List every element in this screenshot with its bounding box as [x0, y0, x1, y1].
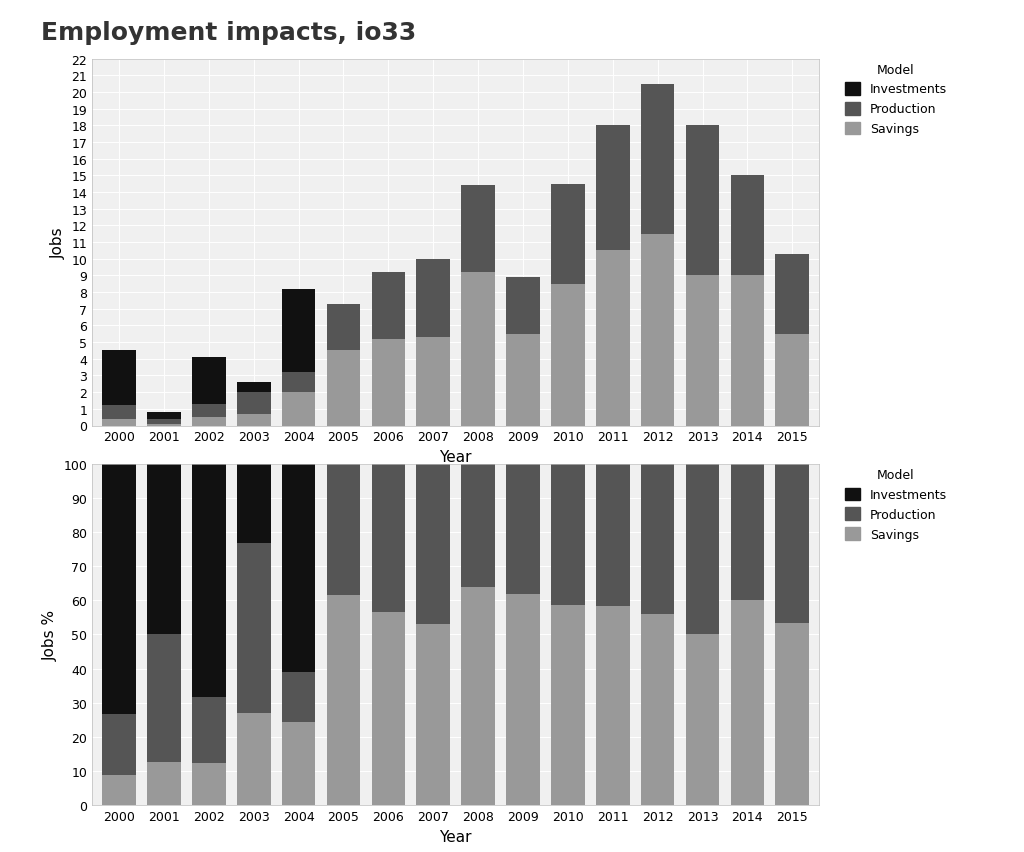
- Bar: [193, 358, 225, 405]
- Bar: [102, 419, 136, 426]
- Bar: [686, 635, 719, 805]
- Bar: [327, 464, 360, 595]
- Bar: [372, 273, 406, 339]
- Legend: Investments, Production, Savings: Investments, Production, Savings: [840, 59, 952, 141]
- Bar: [417, 464, 451, 625]
- Bar: [417, 260, 451, 337]
- Bar: [102, 351, 136, 406]
- Bar: [775, 255, 809, 335]
- Bar: [237, 383, 270, 393]
- Bar: [372, 339, 406, 426]
- Bar: [506, 278, 540, 335]
- Bar: [282, 393, 315, 426]
- Bar: [551, 464, 585, 606]
- Bar: [461, 187, 495, 273]
- Bar: [102, 774, 136, 805]
- Bar: [641, 464, 675, 614]
- Bar: [237, 464, 270, 543]
- Bar: [596, 464, 630, 607]
- Bar: [193, 763, 225, 805]
- Bar: [730, 176, 764, 276]
- X-axis label: Year: Year: [439, 828, 472, 843]
- Bar: [551, 185, 585, 285]
- Bar: [147, 424, 181, 426]
- Bar: [686, 464, 719, 635]
- Legend: Investments, Production, Savings: Investments, Production, Savings: [840, 463, 952, 546]
- Bar: [147, 635, 181, 763]
- Bar: [327, 351, 360, 426]
- Bar: [327, 595, 360, 805]
- Bar: [641, 234, 675, 426]
- Bar: [461, 273, 495, 426]
- Bar: [417, 625, 451, 805]
- Bar: [506, 464, 540, 595]
- Bar: [730, 601, 764, 805]
- Bar: [282, 372, 315, 393]
- Bar: [102, 406, 136, 419]
- X-axis label: Year: Year: [439, 449, 472, 464]
- Bar: [237, 713, 270, 805]
- Y-axis label: Jobs %: Jobs %: [43, 609, 58, 660]
- Bar: [102, 714, 136, 774]
- Bar: [775, 335, 809, 426]
- Bar: [506, 595, 540, 805]
- Bar: [237, 543, 270, 713]
- Bar: [730, 276, 764, 426]
- Bar: [193, 464, 225, 697]
- Bar: [193, 405, 225, 417]
- Bar: [102, 464, 136, 714]
- Bar: [147, 763, 181, 805]
- Bar: [417, 337, 451, 426]
- Bar: [596, 607, 630, 805]
- Y-axis label: Jobs: Jobs: [51, 227, 66, 259]
- Bar: [686, 276, 719, 426]
- Bar: [775, 623, 809, 805]
- Bar: [282, 464, 315, 672]
- Bar: [237, 393, 270, 414]
- Bar: [147, 419, 181, 424]
- Bar: [372, 613, 406, 805]
- Text: Employment impacts, io33: Employment impacts, io33: [41, 21, 416, 45]
- Bar: [327, 304, 360, 351]
- Bar: [596, 126, 630, 251]
- Bar: [282, 722, 315, 805]
- Bar: [461, 464, 495, 587]
- Bar: [147, 412, 181, 419]
- Bar: [461, 587, 495, 805]
- Bar: [596, 251, 630, 426]
- Bar: [237, 414, 270, 426]
- Bar: [372, 464, 406, 613]
- Bar: [551, 285, 585, 426]
- Bar: [147, 464, 181, 635]
- Bar: [193, 697, 225, 763]
- Bar: [193, 417, 225, 426]
- Bar: [775, 464, 809, 623]
- Bar: [686, 126, 719, 276]
- Bar: [730, 464, 764, 601]
- Bar: [641, 614, 675, 805]
- Bar: [506, 335, 540, 426]
- Bar: [641, 84, 675, 234]
- Bar: [282, 672, 315, 722]
- Bar: [282, 290, 315, 372]
- Bar: [551, 606, 585, 805]
